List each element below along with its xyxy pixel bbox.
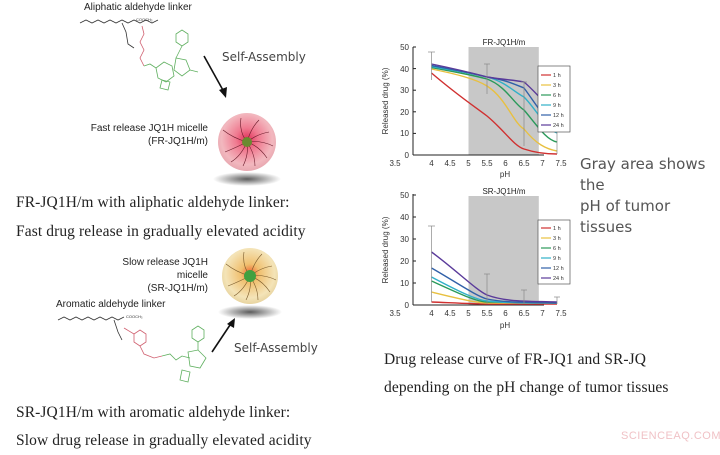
fast-micelle-label: Fast release JQ1H micelle (FR-JQ1H/m) bbox=[88, 122, 208, 148]
svg-text:40: 40 bbox=[400, 65, 409, 74]
svg-text:5: 5 bbox=[466, 159, 471, 168]
svg-text:7.5: 7.5 bbox=[555, 309, 567, 318]
svg-text:1 h: 1 h bbox=[553, 73, 561, 79]
svg-text:5: 5 bbox=[466, 309, 471, 318]
svg-text:3.5: 3.5 bbox=[389, 159, 401, 168]
gray-area-note: Gray area shows the pH of tumor tissues bbox=[580, 154, 720, 238]
svg-text:6.5: 6.5 bbox=[518, 159, 530, 168]
svg-text:6 h: 6 h bbox=[553, 246, 561, 252]
fast-micelle-label-line2: (FR-JQ1H/m) bbox=[148, 136, 208, 147]
tumor-ph-shaded-area bbox=[468, 196, 539, 305]
svg-text:12 h: 12 h bbox=[553, 113, 564, 119]
svg-text:4.5: 4.5 bbox=[444, 159, 456, 168]
slow-micelle-label: Slow release JQ1H micelle (SR-JQ1H/m) bbox=[92, 256, 208, 295]
svg-text:0: 0 bbox=[405, 301, 410, 310]
svg-text:6: 6 bbox=[503, 159, 508, 168]
svg-text:30: 30 bbox=[400, 86, 409, 95]
svg-text:COOCH₃: COOCH₃ bbox=[136, 17, 153, 22]
fast-caption: FR-JQ1H/m with aliphatic aldehyde linker… bbox=[16, 188, 306, 246]
svg-text:7.5: 7.5 bbox=[555, 159, 567, 168]
svg-text:9 h: 9 h bbox=[553, 103, 561, 109]
right-caption-line1: Drug release curve of FR-JQ1 and SR-JQ bbox=[384, 351, 647, 368]
svg-text:50: 50 bbox=[400, 43, 409, 52]
sr-chart-title: SR-JQ1H/m bbox=[482, 187, 525, 196]
svg-text:6.5: 6.5 bbox=[518, 309, 530, 318]
svg-text:6 h: 6 h bbox=[553, 93, 561, 99]
fast-caption-line1: FR-JQ1H/m with aliphatic aldehyde linker… bbox=[16, 194, 290, 211]
slow-release-micelle bbox=[218, 248, 282, 319]
svg-text:10: 10 bbox=[400, 129, 409, 138]
slow-caption-line2: Slow drug release in gradually elevated … bbox=[16, 432, 312, 449]
svg-text:20: 20 bbox=[400, 108, 409, 117]
aromatic-linker-structure: COOCH₃ bbox=[57, 314, 207, 383]
svg-text:7: 7 bbox=[540, 309, 545, 318]
right-caption-line2: depending on the pH change of tumor tiss… bbox=[384, 379, 669, 396]
gray-area-note-line1: Gray area shows the bbox=[580, 155, 706, 194]
watermark: SCIENCEAQ.COM bbox=[621, 430, 720, 442]
sr-release-chart: SR-JQ1H/m 0 10 20 30 40 50 3.5 4 4.5 5 5… bbox=[381, 187, 571, 330]
svg-text:20: 20 bbox=[400, 257, 409, 266]
svg-text:3.5: 3.5 bbox=[389, 309, 401, 318]
svg-text:3 h: 3 h bbox=[553, 83, 561, 89]
fast-release-micelle bbox=[213, 113, 281, 186]
fr-legend bbox=[537, 65, 571, 133]
arrow-up-icon bbox=[211, 318, 235, 353]
aliphatic-linker-structure: COOCH₃ bbox=[79, 17, 199, 91]
svg-text:4: 4 bbox=[429, 159, 434, 168]
svg-text:pH: pH bbox=[500, 170, 510, 179]
slow-micelle-label-line2: (SR-JQ1H/m) bbox=[147, 283, 208, 294]
right-caption: Drug release curve of FR-JQ1 and SR-JQ d… bbox=[384, 346, 669, 402]
aromatic-linker-label: Aromatic aldehyde linker bbox=[56, 299, 166, 310]
svg-text:Released drug (%): Released drug (%) bbox=[381, 67, 390, 134]
svg-text:1 h: 1 h bbox=[553, 226, 561, 232]
svg-text:5.5: 5.5 bbox=[481, 159, 493, 168]
svg-text:40: 40 bbox=[400, 213, 409, 222]
svg-text:30: 30 bbox=[400, 235, 409, 244]
svg-text:9 h: 9 h bbox=[553, 256, 561, 262]
svg-text:24 h: 24 h bbox=[553, 123, 564, 129]
svg-text:Released drug (%): Released drug (%) bbox=[381, 216, 390, 283]
self-assembly-label-bottom: Self-Assembly bbox=[234, 341, 318, 355]
aliphatic-linker-label: Aliphatic aldehyde linker bbox=[84, 2, 192, 13]
fast-caption-line2: Fast drug release in gradually elevated … bbox=[16, 223, 306, 240]
svg-text:3 h: 3 h bbox=[553, 236, 561, 242]
svg-text:6: 6 bbox=[503, 309, 508, 318]
svg-text:10: 10 bbox=[400, 279, 409, 288]
svg-text:COOCH₃: COOCH₃ bbox=[126, 314, 143, 319]
gray-area-note-line2: pH of tumor tissues bbox=[580, 197, 671, 236]
slow-caption: SR-JQ1H/m with aromatic aldehyde linker:… bbox=[16, 399, 312, 455]
svg-text:12 h: 12 h bbox=[553, 266, 564, 272]
svg-text:pH: pH bbox=[500, 321, 510, 330]
fast-micelle-label-line1: Fast release JQ1H micelle bbox=[90, 123, 208, 134]
sr-legend bbox=[537, 219, 571, 285]
fr-release-chart: FR-JQ1H/m 0 10 20 30 40 50 3.5 4 4.5 5 5… bbox=[381, 38, 571, 179]
arrow-down-icon bbox=[203, 55, 227, 98]
fr-chart-title: FR-JQ1H/m bbox=[483, 38, 526, 47]
svg-text:4: 4 bbox=[429, 309, 434, 318]
svg-text:24 h: 24 h bbox=[553, 276, 564, 282]
svg-text:0: 0 bbox=[405, 151, 410, 160]
svg-text:4.5: 4.5 bbox=[444, 309, 456, 318]
self-assembly-label-top: Self-Assembly bbox=[222, 50, 306, 64]
svg-text:7: 7 bbox=[540, 159, 545, 168]
svg-text:50: 50 bbox=[400, 191, 409, 200]
svg-text:5.5: 5.5 bbox=[481, 309, 493, 318]
slow-caption-line1: SR-JQ1H/m with aromatic aldehyde linker: bbox=[16, 404, 291, 421]
slow-micelle-label-line1: Slow release JQ1H micelle bbox=[122, 257, 208, 281]
